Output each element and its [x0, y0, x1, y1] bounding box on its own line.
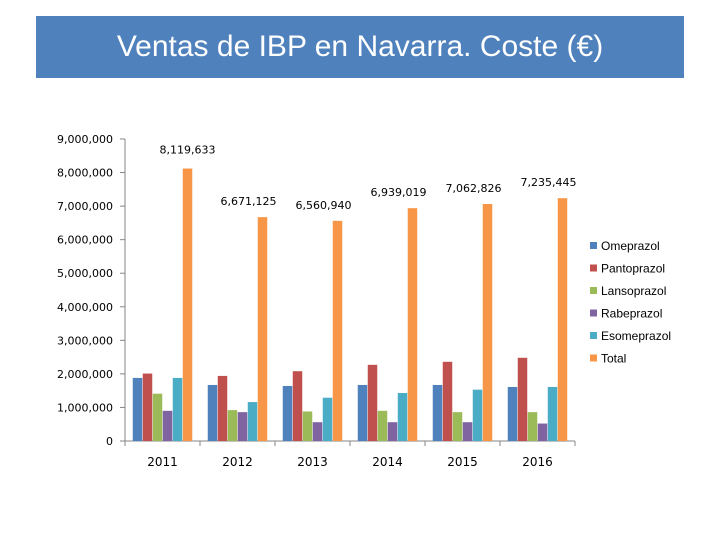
x-tick-label: 2015 — [447, 455, 478, 469]
total-data-label: 6,671,125 — [221, 195, 277, 208]
y-tick-label: 5,000,000 — [57, 267, 113, 280]
bar-total-2011 — [182, 168, 193, 441]
y-tick-label: 1,000,000 — [57, 401, 113, 414]
legend-label-total: Total — [601, 352, 626, 366]
bar-omeprazol-2011 — [132, 377, 143, 441]
bar-omeprazol-2012 — [207, 384, 218, 441]
bar-pantoprazol-2014 — [367, 364, 378, 441]
bar-esomeprazol-2015 — [472, 389, 483, 441]
y-tick-label: 3,000,000 — [57, 334, 113, 347]
bar-pantoprazol-2012 — [217, 375, 228, 441]
x-tick-label: 2013 — [297, 455, 328, 469]
x-tick-label: 2016 — [522, 455, 553, 469]
chart-bars — [132, 168, 568, 441]
bar-esomeprazol-2016 — [547, 386, 558, 441]
bar-rabeprazol-2013 — [312, 422, 323, 441]
bar-omeprazol-2015 — [432, 384, 443, 441]
bar-lansoprazol-2014 — [377, 410, 388, 441]
legend-label-lansoprazol: Lansoprazol — [601, 284, 666, 298]
y-tick-label: 7,000,000 — [57, 200, 113, 213]
chart-title: Ventas de IBP en Navarra. Coste (€) — [116, 30, 604, 63]
total-data-label: 8,119,633 — [160, 144, 216, 157]
legend-swatch-omeprazol — [590, 242, 597, 249]
bar-pantoprazol-2016 — [517, 357, 528, 441]
bar-rabeprazol-2011 — [162, 410, 173, 441]
bar-rabeprazol-2015 — [462, 422, 473, 441]
bar-total-2012 — [257, 217, 268, 441]
bar-total-2016 — [557, 198, 568, 441]
chart-axes: 0 1,000,000 2,000,000 3,000,000 4,000,000 5,0… — [57, 133, 576, 469]
bar-rabeprazol-2012 — [237, 412, 248, 441]
bar-esomeprazol-2013 — [322, 397, 333, 441]
total-data-label: 7,062,826 — [446, 182, 502, 195]
x-tick-label: 2011 — [147, 455, 178, 469]
chart-title-banner: Ventas de IBP en Navarra. Coste (€) — [36, 16, 684, 78]
bar-lansoprazol-2015 — [452, 412, 463, 441]
bar-lansoprazol-2012 — [227, 410, 238, 441]
bar-total-2013 — [332, 220, 343, 441]
bar-omeprazol-2016 — [507, 386, 518, 441]
y-tick-label: 0 — [106, 435, 113, 448]
bar-omeprazol-2014 — [357, 384, 368, 441]
legend-swatch-total — [590, 354, 597, 362]
chart-data-labels: 8,119,633 6,671,125 6,560,940 6,939,019 7,06… — [160, 144, 577, 212]
x-tick-label: 2012 — [222, 455, 253, 469]
legend-swatch-lansoprazol — [590, 287, 597, 294]
y-tick-label: 8,000,000 — [57, 167, 113, 180]
bar-rabeprazol-2016 — [537, 423, 548, 441]
bar-pantoprazol-2015 — [442, 361, 453, 441]
bar-esomeprazol-2014 — [397, 393, 408, 441]
y-tick-label: 6,000,000 — [57, 234, 113, 247]
bar-rabeprazol-2014 — [387, 422, 398, 441]
legend-swatch-esomeprazol — [590, 332, 597, 339]
total-data-label: 6,560,940 — [296, 199, 352, 212]
bar-pantoprazol-2013 — [292, 371, 303, 441]
bar-total-2015 — [482, 204, 493, 441]
bar-esomeprazol-2011 — [172, 377, 183, 441]
bar-pantoprazol-2011 — [142, 373, 153, 441]
legend-label-omeprazol: Omeprazol — [601, 239, 660, 253]
y-tick-label: 2,000,000 — [57, 368, 113, 381]
total-data-label: 6,939,019 — [371, 186, 427, 199]
bar-lansoprazol-2016 — [527, 412, 538, 441]
total-data-label: 7,235,445 — [521, 176, 577, 189]
bar-lansoprazol-2011 — [152, 393, 163, 441]
legend-swatch-rabeprazol — [590, 309, 597, 317]
legend-swatch-pantoprazol — [590, 264, 597, 272]
bar-lansoprazol-2013 — [302, 411, 313, 441]
bar-total-2014 — [407, 208, 418, 441]
legend-label-rabeprazol: Rabeprazol — [601, 307, 662, 321]
y-tick-label: 4,000,000 — [57, 301, 113, 314]
x-tick-label: 2014 — [372, 455, 403, 469]
bar-omeprazol-2013 — [282, 385, 293, 441]
bar-esomeprazol-2012 — [247, 402, 258, 441]
legend-label-esomeprazol: Esomeprazol — [601, 329, 671, 343]
y-tick-label: 9,000,000 — [57, 133, 113, 146]
chart-legend: Omeprazol Pantoprazol Lansoprazol Rabeprazo… — [590, 239, 671, 366]
legend-label-pantoprazol: Pantoprazol — [601, 262, 665, 276]
